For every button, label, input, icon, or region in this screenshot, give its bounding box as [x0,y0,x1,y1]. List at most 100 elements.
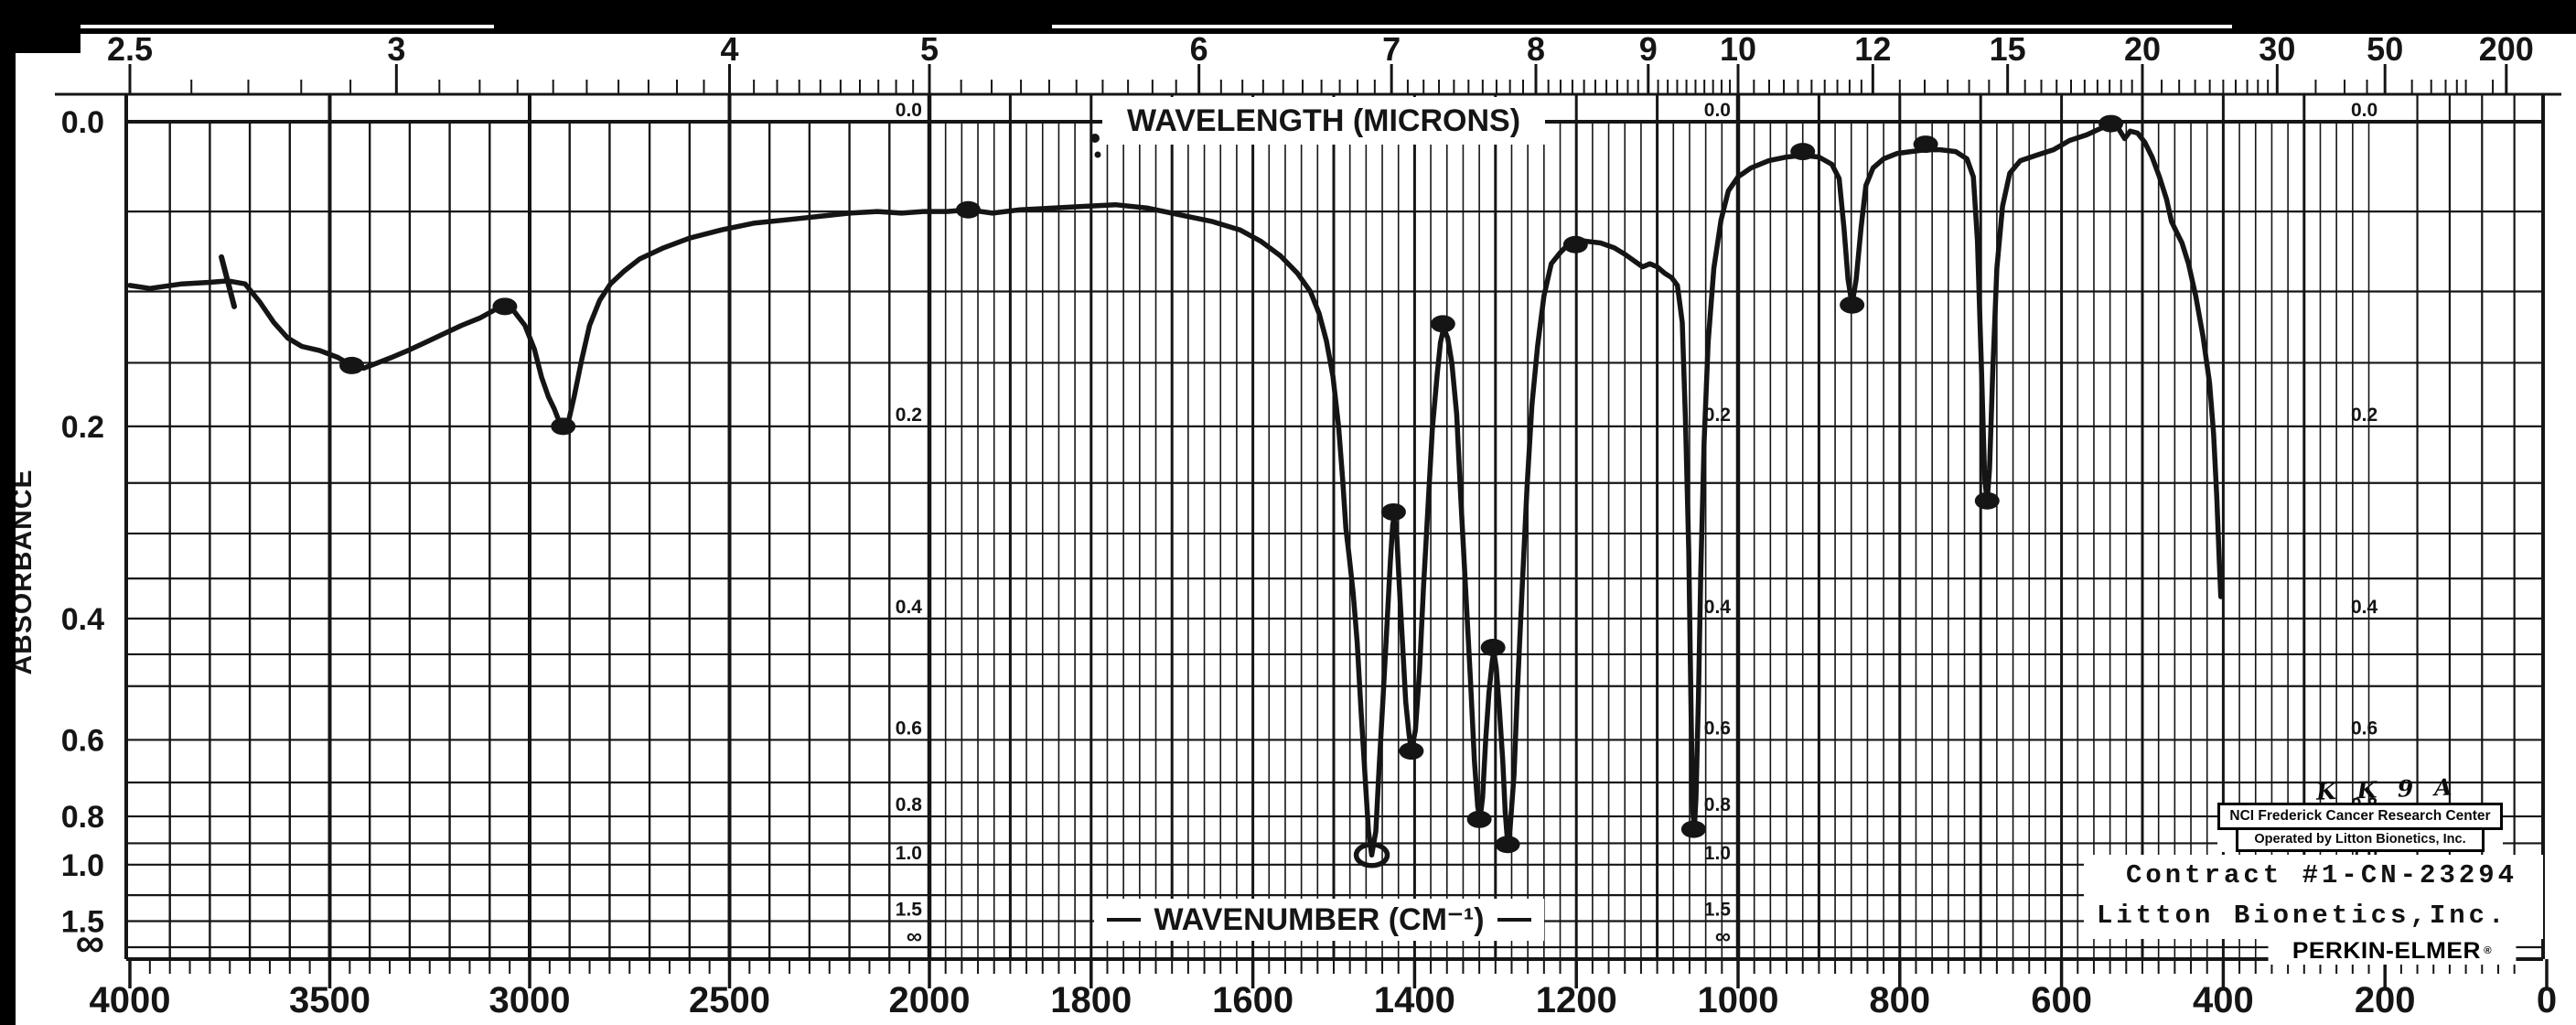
bottom-tick-label: 3500 [289,980,370,1020]
inner-scale-label: 0.4 [1704,597,1732,618]
bottom-tick-label: 1800 [1050,980,1132,1020]
absorbance-tick-label: 0.8 [61,800,104,835]
bottom-tick-label: 0 [2537,980,2557,1020]
bottom-tick-label: 2500 [689,980,770,1020]
bottom-tick-label: 600 [2031,980,2092,1020]
bottom-tick-label: 800 [1869,980,1930,1020]
top-axis-title-text: WAVELENGTH (MICRONS) [1127,102,1521,138]
bottom-axis-title-text: WAVENUMBER (CM⁻¹) [1154,902,1485,937]
peak-dot-marker [2098,114,2124,133]
inner-scale-label: ∞ [1715,924,1731,949]
peak-dot-marker [1680,820,1706,838]
bottom-tick-label: 200 [2355,980,2416,1020]
peak-dot-marker [551,417,576,436]
inner-scale-label: 0.6 [1704,718,1731,739]
top-tick-label: 10 [1720,30,1756,68]
top-tick-label: 30 [2259,30,2295,68]
peak-dot-marker [492,297,518,316]
ink-speck [1090,134,1100,143]
handwritten-sample-id: K K 9 A [2315,773,2459,805]
top-tick-label: 4 [720,30,738,68]
inner-scale-label: 0.4 [2351,597,2378,618]
absorbance-tick-label: 0.6 [61,723,104,758]
inner-scale-label: 0.4 [896,597,923,618]
top-tick-label: 2.5 [107,30,153,68]
top-tick-label: 6 [1190,30,1208,68]
scan-edge [18,28,2576,34]
absorbance-tick-label: 0.0 [61,105,104,140]
pen-plus-marker [219,254,238,309]
peak-dot-marker [1380,502,1406,521]
inner-scale-label: 0.2 [896,405,922,426]
peak-dot-marker [1466,810,1492,828]
absorbance-tick-label: 0.4 [61,602,104,637]
inner-scale-label: 1.0 [896,843,922,864]
top-tick-label: 7 [1382,30,1401,68]
peak-dot-marker [1480,639,1506,657]
bottom-tick-label: 4000 [90,980,171,1020]
top-tick-label: 20 [2124,30,2161,68]
top-axis-title: WAVELENGTH (MICRONS) [1102,97,1545,145]
peak-dot-marker [1495,836,1520,854]
bottom-tick-label: 1000 [1698,980,1779,1020]
peak-markers [219,114,2124,869]
title-dash-icon [1497,918,1531,922]
bottom-axis-title: WAVENUMBER (CM⁻¹) [1094,899,1544,941]
scan-edge [2232,0,2576,34]
scan-edge [0,0,2576,25]
stamp-line-2: Operated by Litton Bionetics, Inc. [2236,830,2485,852]
inner-scale-label: 0.0 [1704,100,1731,121]
top-tick-label: 15 [1990,30,2026,68]
registered-mark-icon: ® [2484,945,2493,956]
stamp-line-1: NCI Frederick Cancer Research Center [2217,803,2503,830]
top-tick-label: 3 [387,30,405,68]
peak-dot-marker [1399,742,1424,761]
peak-circle-marker [1353,842,1390,869]
bottom-tick-label: 400 [2193,980,2254,1020]
ink-speck [1094,151,1101,158]
bottom-tick-label: 1200 [1536,980,1617,1020]
inner-scale-label: 1.0 [1704,843,1731,864]
top-tick-label: 12 [1854,30,1891,68]
inner-scale-label: 0.0 [896,100,922,121]
inner-scale-label: 0.8 [1704,794,1732,815]
inner-scale-label: 0.2 [1704,405,1731,426]
bottom-tick-label: 1600 [1212,980,1293,1020]
contract-number: Contract #1-CN-23294 [2126,860,2518,890]
absorbance-tick-label: ∞ [76,921,104,966]
inner-scale-label: 1.5 [1704,899,1732,920]
inner-scale-label: 0.8 [896,794,923,815]
brand-text: PERKIN-ELMER [2292,937,2481,964]
inner-scale-label: 0.6 [2351,718,2377,739]
inner-scale-label: 0.0 [2351,100,2377,121]
top-tick-label: 9 [1639,30,1658,68]
nci-stamp: NCI Frederick Cancer Research Center Ope… [2217,803,2503,852]
title-dash-icon [1107,918,1142,922]
peak-dot-marker [1840,296,1865,314]
absorbance-tick-label: 1.5 [61,904,104,939]
scan-edge [494,0,1052,34]
top-tick-label: 50 [2367,30,2403,68]
inner-scale-label: ∞ [907,924,922,949]
bottom-tick-label: 2000 [889,980,971,1020]
peak-dot-marker [1974,491,2000,510]
inner-scale-label: 0.6 [896,718,922,739]
peak-dot-marker [1562,235,1588,254]
peak-dot-marker [1430,315,1455,333]
top-tick-label: 8 [1527,30,1545,68]
peak-dot-marker [339,356,365,374]
grid [55,92,2561,961]
bottom-tick-label: 3000 [489,980,571,1020]
inner-scale-label: 1.5 [896,899,923,920]
absorbance-tick-label: 0.2 [61,410,104,445]
perkin-elmer-logo: PERKIN-ELMER ® [2268,937,2517,965]
bottom-tick-label: 1400 [1374,980,1455,1020]
top-tick-label: 5 [920,30,939,68]
peak-dot-marker [955,200,981,219]
absorbance-tick-label: 1.0 [61,848,104,883]
scan-edge [0,0,16,1025]
